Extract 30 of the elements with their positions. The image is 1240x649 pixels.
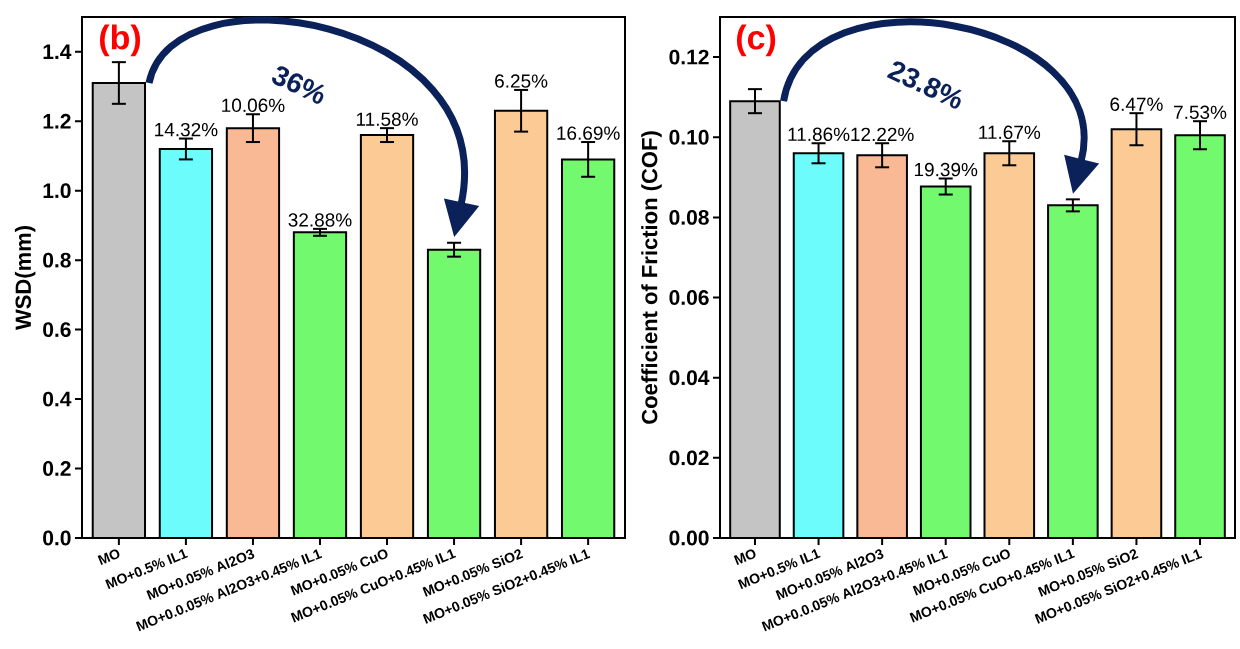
annotation: (c)	[736, 24, 776, 57]
y-tick-label: 0.12	[669, 49, 709, 65]
annotation: 6.25%	[495, 74, 548, 88]
y-tick-label: 0.04	[669, 370, 710, 386]
annotation: (b)	[100, 24, 141, 57]
y-tick-label: 1.2	[43, 113, 71, 129]
annotation: 6.47%	[1110, 97, 1163, 111]
y-tick-label: 0.00	[669, 530, 709, 546]
annotation: 7.53%	[1174, 105, 1227, 119]
annotation: 11.86%	[788, 127, 850, 142]
y-axis-title: Coefficient of Friction (COF)	[641, 131, 662, 424]
annotation: 11.67%	[979, 125, 1041, 140]
y-tick-label: 0.6	[43, 322, 71, 338]
y-tick-label: 1.4	[43, 44, 72, 59]
annotation: 16.69%	[557, 126, 620, 140]
y-axis-title: WSD(mm)	[14, 226, 36, 331]
y-tick-label: 1.0	[43, 183, 71, 199]
y-tick-label: 0.02	[669, 450, 709, 466]
annotation: 11.58%	[356, 112, 418, 126]
y-tick-label: 0.2	[43, 461, 71, 476]
y-tick-label: 0.4	[43, 391, 72, 407]
annotation: 19.39%	[914, 162, 978, 177]
annotation: 12.22%	[851, 127, 914, 142]
y-tick-label: 0.0	[43, 530, 71, 546]
y-tick-label: 0.08	[669, 209, 709, 225]
y-tick-label: 0.8	[43, 252, 71, 268]
annotation: 14.32%	[155, 122, 218, 137]
annotation: 32.88%	[288, 213, 352, 227]
y-tick-label: 0.10	[669, 129, 709, 145]
y-tick-label: 0.06	[669, 290, 709, 305]
